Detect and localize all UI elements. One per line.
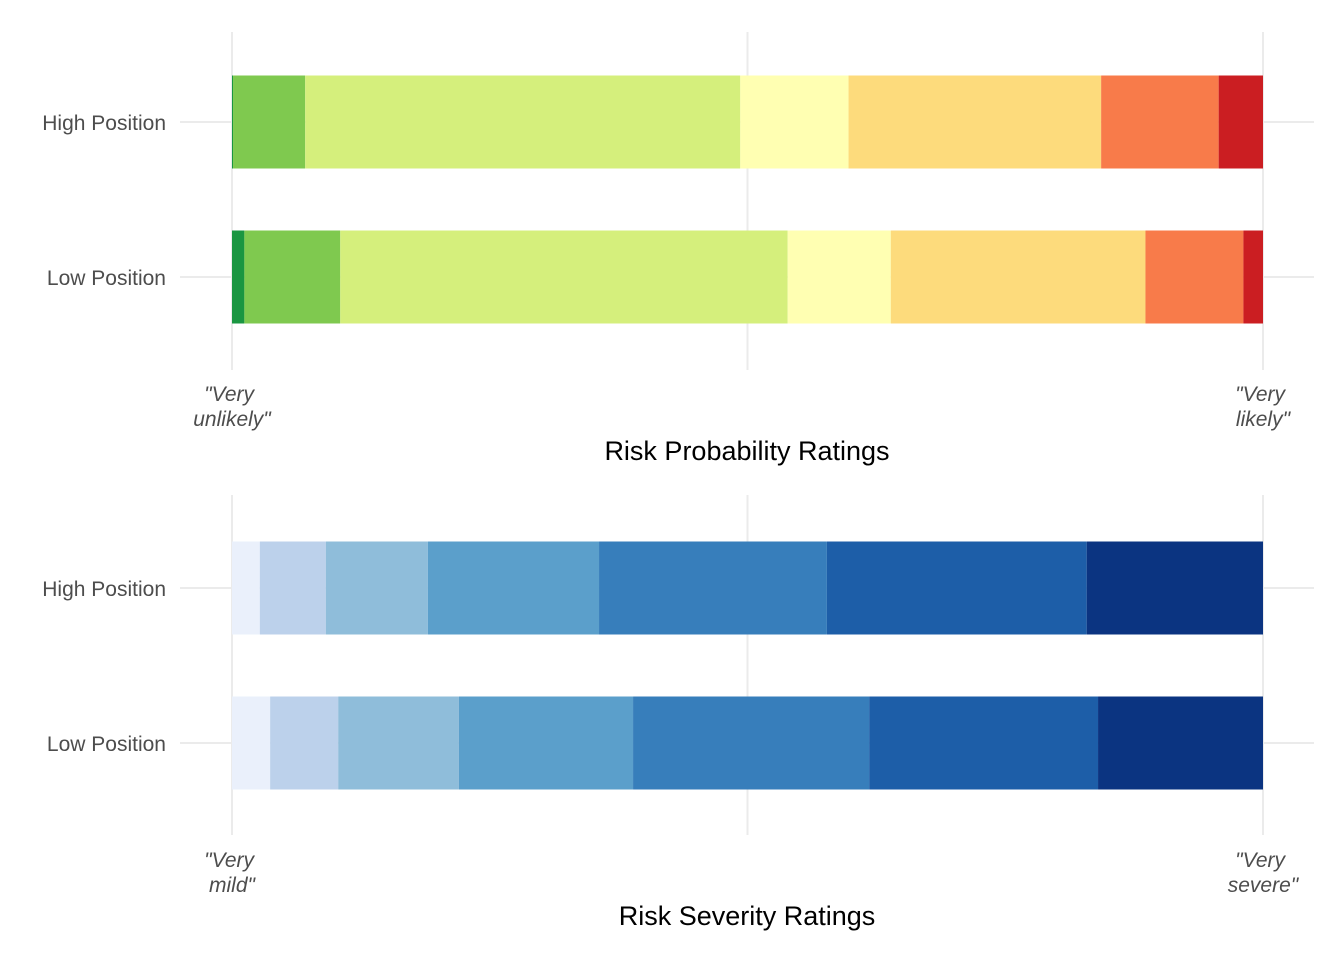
severity-bars	[232, 541, 1263, 790]
probability-bar-high-segment-6	[1101, 75, 1219, 169]
severity-bar-low-segment-4	[458, 696, 634, 790]
probability-bar-low-segment-2	[244, 230, 341, 324]
severity-bar-low-segment-1	[232, 696, 271, 790]
severity-bar-low-segment-6	[869, 696, 1099, 790]
severity-bar-high-segment-5	[599, 541, 827, 635]
severity-bar-high-segment-2	[259, 541, 326, 635]
severity-panel: High Position Low Position "Very mild" "…	[42, 495, 1314, 931]
probability-bar-low-segment-3	[340, 230, 788, 324]
severity-category-label-low: Low Position	[47, 733, 166, 756]
probability-bar-high-segment-3	[305, 75, 741, 169]
probability-bar-high-segment-5	[848, 75, 1102, 169]
probability-bar-low-segment-5	[890, 230, 1146, 324]
severity-bar-low-segment-3	[338, 696, 459, 790]
probability-bar-low-segment-6	[1145, 230, 1244, 324]
probability-category-label-low: Low Position	[47, 267, 166, 290]
severity-bar-high-segment-6	[826, 541, 1087, 635]
severity-bar-high-segment-7	[1086, 541, 1263, 635]
probability-panel: High Position Low Position "Very unlikel…	[42, 32, 1314, 466]
probability-bar-high-segment-1	[232, 75, 234, 169]
probability-bars	[232, 75, 1263, 324]
severity-bar-low-segment-5	[633, 696, 870, 790]
severity-bar-low-segment-7	[1098, 696, 1263, 790]
severity-bar-high-segment-3	[325, 541, 428, 635]
severity-end-label-left: "Very mild"	[204, 849, 260, 897]
severity-end-label-right: "Very severe"	[1228, 849, 1300, 897]
probability-bar-high-segment-7	[1218, 75, 1263, 169]
probability-bar-low-segment-1	[232, 230, 245, 324]
severity-bar-high-segment-4	[427, 541, 600, 635]
probability-bar-low-segment-7	[1243, 230, 1263, 324]
severity-axis-title: Risk Severity Ratings	[619, 901, 876, 931]
probability-bar-low-segment-4	[787, 230, 891, 324]
probability-category-label-high: High Position	[42, 112, 166, 135]
probability-bar-high-segment-2	[233, 75, 306, 169]
severity-bar-high-segment-1	[232, 541, 260, 635]
severity-category-label-high: High Position	[42, 578, 166, 601]
probability-bar-high-segment-4	[740, 75, 849, 169]
severity-bar-low-segment-2	[270, 696, 339, 790]
probability-axis-title: Risk Probability Ratings	[604, 436, 889, 466]
probability-end-label-left: "Very unlikely"	[193, 383, 272, 431]
probability-end-label-right: "Very likely"	[1235, 383, 1291, 431]
